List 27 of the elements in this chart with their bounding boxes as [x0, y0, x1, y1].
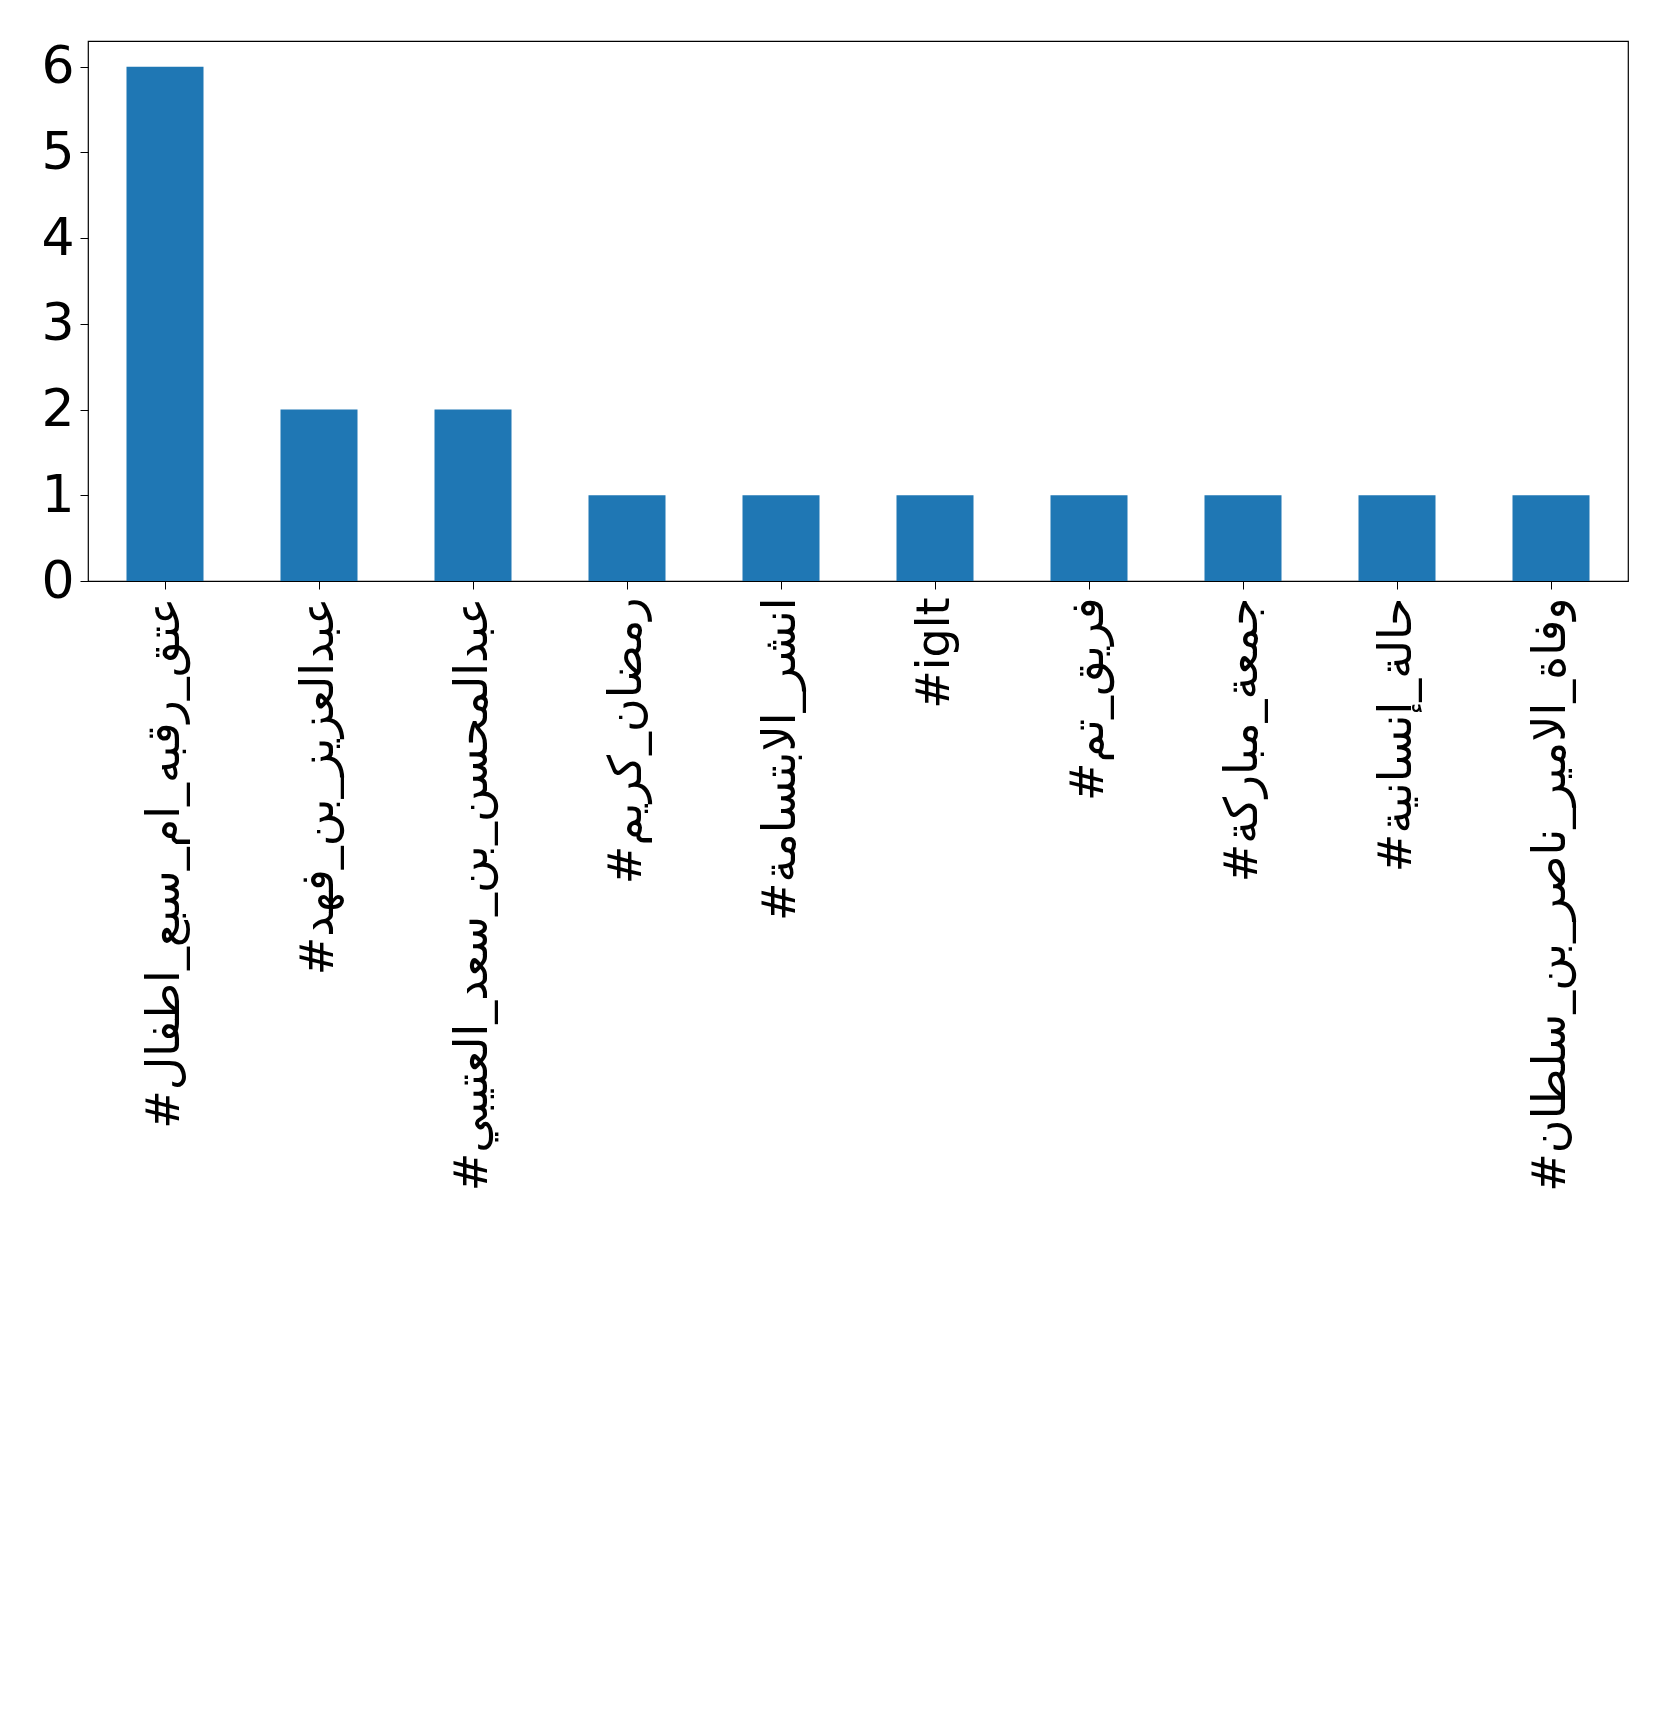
- bar: [742, 495, 820, 581]
- x-tick-label: #وفاة_الامير_ناصر_بن_سلطان: [1522, 597, 1577, 1192]
- y-tick-label: 6: [41, 35, 75, 96]
- x-tick-label: #فريق_تم: [1060, 597, 1115, 801]
- y-tick-label: 2: [41, 378, 75, 439]
- bar: [1358, 495, 1436, 581]
- x-tick-label: #حالة_إنسانية: [1368, 597, 1422, 873]
- y-tick-label: 1: [41, 463, 75, 524]
- x-tick-label: #iglt: [906, 597, 960, 709]
- bar: [280, 409, 358, 581]
- bar: [126, 66, 204, 581]
- x-tick-label: #عبدالمحسن_بن_سعد_العتيبي: [444, 597, 499, 1192]
- x-tick-label: #جمعة_مباركة: [1214, 597, 1268, 883]
- y-tick-label: 4: [41, 206, 75, 267]
- x-tick-label: #عبدالعزيز_بن_فهد: [290, 597, 345, 976]
- bar: [588, 495, 666, 581]
- bar: [1512, 495, 1590, 581]
- bar: [1050, 495, 1128, 581]
- bar: [1204, 495, 1282, 581]
- y-tick-label: 5: [41, 120, 75, 181]
- y-tick-label: 3: [41, 292, 75, 353]
- bar: [434, 409, 512, 581]
- x-tick-label: #رمضان_كريم: [598, 597, 653, 885]
- bar: [896, 495, 974, 581]
- x-tick-label: #عتق_رقبه_ام_سبع_اطفال: [136, 597, 191, 1129]
- x-tick-label: #انشر_الابتسامة: [752, 597, 807, 922]
- y-tick-label: 0: [41, 549, 75, 610]
